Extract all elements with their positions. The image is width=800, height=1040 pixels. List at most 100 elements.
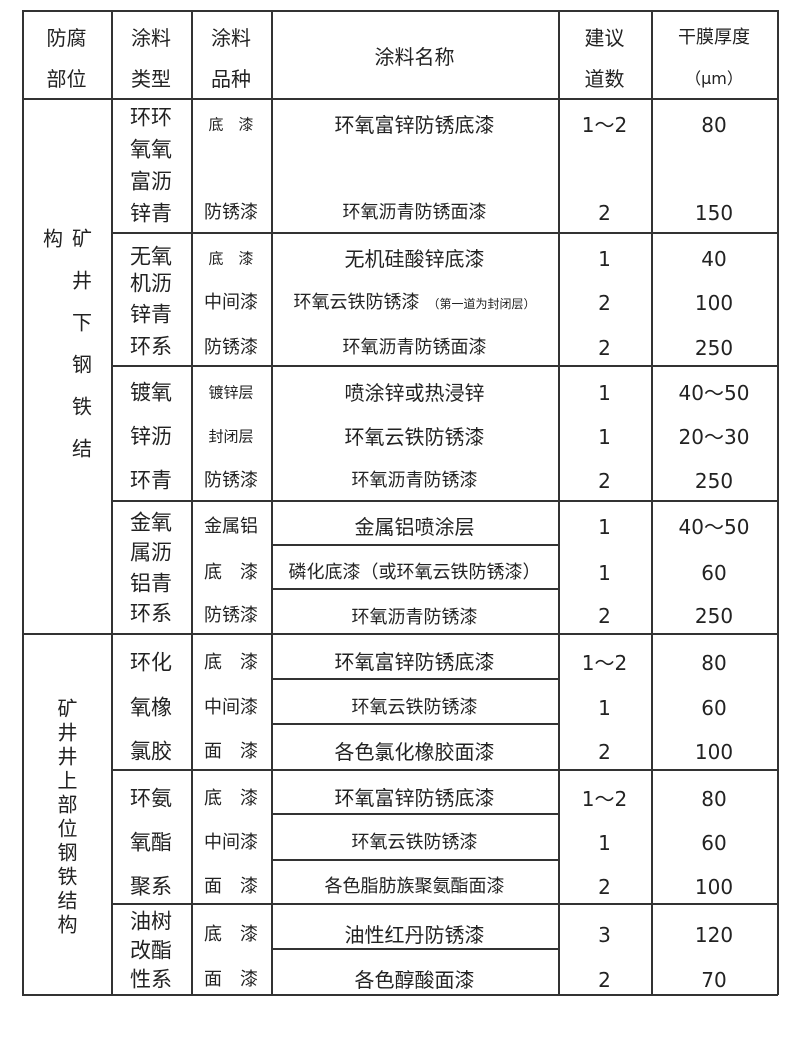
header-coating-variety: 涂料 — [211, 26, 251, 50]
coating-name: 环氧云铁防锈漆 — [351, 832, 478, 853]
coats: 3 — [598, 923, 611, 947]
coating-variety: 底 漆 — [204, 788, 258, 809]
header-coating-type: 涂料 — [131, 26, 171, 50]
coating-type: 油树 — [130, 909, 172, 934]
thickness: 80 — [701, 651, 727, 675]
coating-name: 环氧云铁防锈漆 （第一道为封闭层） — [271, 294, 558, 312]
coating-type: 环青 — [130, 468, 172, 493]
section-divider — [22, 633, 778, 635]
coats: 1 — [598, 561, 611, 585]
thickness: 60 — [701, 831, 727, 855]
coats: 1～2 — [581, 787, 628, 811]
coating-name: 环氧富锌防锈底漆 — [334, 113, 495, 137]
header-coating-variety: 品种 — [211, 67, 251, 91]
thickness: 250 — [694, 336, 734, 360]
coats: 2 — [598, 291, 611, 315]
coating-type: 氧橡 — [130, 695, 172, 720]
coating-type: 氯胶 — [130, 739, 172, 764]
coats: 1～2 — [581, 651, 628, 675]
coating-name: 环氧云铁防锈漆 — [351, 697, 478, 718]
thickness: 150 — [694, 201, 734, 225]
coating-name: 喷涂锌或热浸锌 — [344, 381, 485, 405]
header-coating-name: 涂料名称 — [374, 45, 455, 69]
thickness: 80 — [701, 113, 727, 137]
coating-type: 金氧 — [130, 510, 172, 535]
thickness: 100 — [694, 875, 734, 899]
coats: 1 — [598, 696, 611, 720]
coating-type: 氧氧 — [130, 137, 172, 162]
col-line — [22, 10, 24, 995]
coating-variety: 底 漆 — [208, 249, 254, 268]
coating-type: 环环 — [130, 105, 172, 130]
thickness: 100 — [694, 740, 734, 764]
coats: 2 — [598, 469, 611, 493]
coating-name: 环氧富锌防锈底漆 — [334, 786, 495, 810]
thickness: 250 — [694, 469, 734, 493]
table-border-top — [22, 10, 778, 12]
coating-variety: 防锈漆 — [204, 470, 258, 491]
coats: 1 — [598, 515, 611, 539]
header-thickness: 干膜厚度 — [678, 27, 750, 48]
coats: 1 — [598, 247, 611, 271]
row-divider — [271, 588, 558, 590]
coating-name: 环氧沥青防锈面漆 — [342, 202, 487, 223]
coating-variety: 防锈漆 — [204, 337, 258, 358]
coating-variety: 防锈漆 — [204, 605, 258, 626]
coating-type: 无氧 — [130, 244, 172, 269]
coats: 1 — [598, 381, 611, 405]
thickness: 70 — [701, 968, 727, 992]
group-divider — [111, 769, 778, 771]
table-border-bottom — [22, 994, 778, 996]
coating-type: 锌青 — [130, 201, 172, 226]
coats: 1 — [598, 425, 611, 449]
header-divider — [22, 98, 778, 100]
row-divider — [271, 948, 558, 950]
coating-type: 镀氧 — [130, 380, 172, 405]
coating-type: 性系 — [130, 967, 172, 992]
thickness: 60 — [701, 561, 727, 585]
col-line — [271, 10, 273, 995]
group-divider — [111, 365, 778, 367]
coats: 2 — [598, 201, 611, 225]
header-coats: 建议 — [584, 26, 625, 50]
coats: 1 — [598, 831, 611, 855]
coating-type: 锌沥 — [130, 424, 172, 449]
col-line — [651, 10, 653, 995]
coating-variety: 底 漆 — [208, 115, 254, 134]
coating-variety: 底 漆 — [204, 562, 258, 583]
coating-variety: 面 漆 — [204, 969, 258, 990]
coating-variety: 底 漆 — [204, 652, 258, 673]
thickness: 20～30 — [678, 425, 750, 449]
thickness: 250 — [694, 604, 734, 628]
col-line — [777, 10, 779, 995]
group-divider — [111, 500, 778, 502]
coats: 2 — [598, 875, 611, 899]
col-line — [558, 10, 560, 995]
section-location: 矿井井上部位钢铁结构 — [22, 688, 111, 948]
header-location: 部位 — [46, 67, 87, 91]
header-coating-type: 类型 — [131, 67, 171, 91]
coats: 2 — [598, 968, 611, 992]
coating-type: 环系 — [130, 334, 172, 359]
thickness: 120 — [694, 923, 734, 947]
coating-name: 环氧沥青防锈面漆 — [342, 337, 487, 358]
coating-variety: 中间漆 — [204, 292, 258, 313]
coating-type: 铝青 — [130, 571, 172, 596]
group-divider — [111, 232, 778, 234]
coating-note: （第一道为封闭层） — [427, 297, 536, 311]
header-location: 防腐 — [46, 26, 87, 50]
coating-variety: 中间漆 — [204, 697, 258, 718]
coats: 2 — [598, 336, 611, 360]
coating-name: 各色氯化橡胶面漆 — [334, 740, 495, 764]
coating-type: 氧酯 — [130, 830, 172, 855]
coating-type: 环氨 — [130, 786, 172, 811]
thickness: 60 — [701, 696, 727, 720]
coating-name: 各色醇酸面漆 — [354, 968, 475, 992]
row-divider — [271, 723, 558, 725]
coating-name: 各色脂肪族聚氨酯面漆 — [324, 876, 505, 897]
coating-type: 属沥 — [130, 540, 172, 565]
row-divider — [271, 859, 558, 861]
coating-variety: 封闭层 — [208, 427, 254, 446]
thickness: 40 — [701, 247, 727, 271]
